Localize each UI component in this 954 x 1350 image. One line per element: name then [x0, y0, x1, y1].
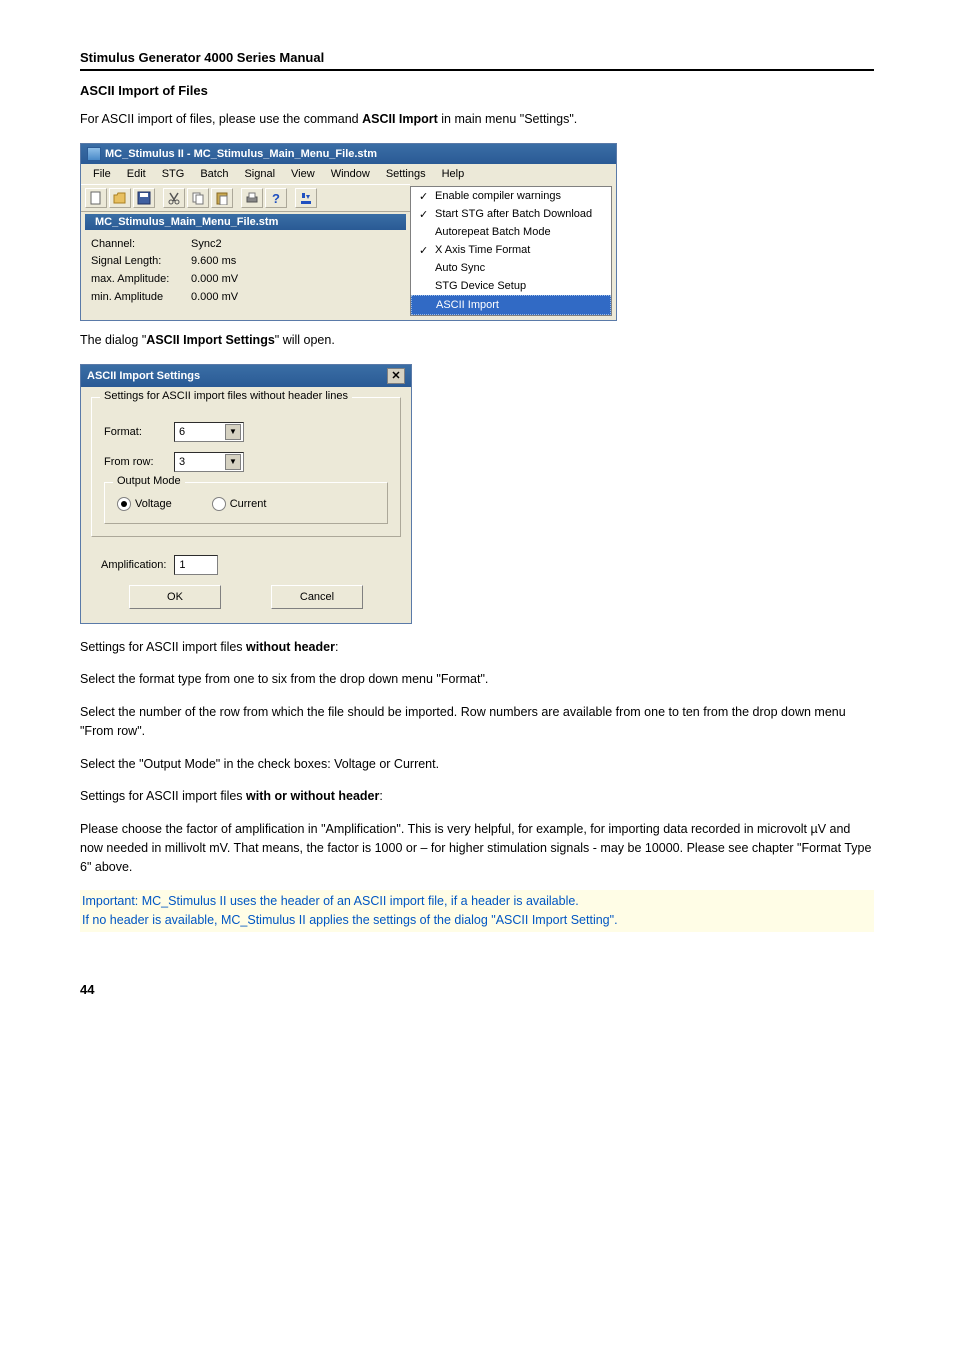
page-number: 44 — [80, 982, 874, 997]
swo-pre: Settings for ASCII import files — [80, 640, 246, 654]
child-window-titlebar: MC_Stimulus_Main_Menu_File.stm — [85, 214, 406, 230]
format-select[interactable]: 6 ▼ — [174, 422, 244, 442]
main-window: MC_Stimulus II - MC_Stimulus_Main_Menu_F… — [80, 143, 617, 321]
menuitem-autorepeat-batch[interactable]: Autorepeat Batch Mode — [411, 223, 611, 241]
para-row: Select the number of the row from which … — [80, 703, 874, 741]
dialog-title: ASCII Import Settings — [87, 370, 200, 382]
manual-title: Stimulus Generator 4000 Series Manual — [80, 50, 874, 71]
download-button[interactable] — [295, 188, 317, 208]
help-button[interactable]: ? — [265, 188, 287, 208]
menu-help[interactable]: Help — [434, 166, 473, 182]
ok-button[interactable]: OK — [129, 585, 221, 609]
fromrow-value: 3 — [179, 456, 185, 468]
note-line1: Important: MC_Stimulus II uses the heade… — [82, 892, 872, 911]
para-format: Select the format type from one to six f… — [80, 670, 874, 689]
ascii-import-dialog: ASCII Import Settings ✕ Format: 6 ▼ From… — [80, 364, 412, 624]
new-button[interactable] — [85, 188, 107, 208]
menuitem-start-stg-after-batch[interactable]: Start STG after Batch Download — [411, 205, 611, 223]
voltage-text: Voltage — [135, 497, 172, 509]
svg-text:?: ? — [272, 191, 280, 205]
swh-bold: with or without header — [246, 789, 379, 803]
settings-without-header-line: Settings for ASCII import files without … — [80, 638, 874, 657]
swo-bold: without header — [246, 640, 335, 654]
main-window-title: MC_Stimulus II - MC_Stimulus_Main_Menu_F… — [105, 148, 377, 160]
menu-view[interactable]: View — [283, 166, 323, 182]
intro-text-pre: For ASCII import of files, please use th… — [80, 112, 362, 126]
settings-with-header-line: Settings for ASCII import files with or … — [80, 787, 874, 806]
output-mode-groupbox: Voltage Current — [104, 482, 388, 524]
close-button[interactable]: ✕ — [387, 368, 405, 384]
fromrow-select[interactable]: 3 ▼ — [174, 452, 244, 472]
max-amplitude-label: max. Amplitude: — [91, 271, 191, 289]
intro-text-bold: ASCII Import — [362, 112, 438, 126]
voltage-radio-label[interactable]: Voltage — [117, 497, 172, 511]
info-panel: Channel:Sync2 Signal Length:9.600 ms max… — [81, 230, 410, 312]
dialog-open-bold: ASCII Import Settings — [146, 333, 274, 347]
amplification-input[interactable]: 1 — [174, 555, 218, 575]
chevron-down-icon: ▼ — [225, 454, 241, 470]
signal-length-value: 9.600 ms — [191, 253, 236, 271]
dialog-open-paragraph: The dialog "ASCII Import Settings" will … — [80, 331, 874, 350]
menu-window[interactable]: Window — [323, 166, 378, 182]
intro-paragraph: For ASCII import of files, please use th… — [80, 110, 874, 129]
menu-stg[interactable]: STG — [154, 166, 193, 182]
dialog-open-post: " will open. — [275, 333, 335, 347]
section-title: ASCII Import of Files — [80, 83, 874, 98]
cut-button[interactable] — [163, 188, 185, 208]
current-radio-label[interactable]: Current — [212, 497, 267, 511]
fromrow-label: From row: — [104, 456, 164, 468]
settings-dropdown: Enable compiler warnings Start STG after… — [410, 186, 612, 316]
dialog-open-pre: The dialog " — [80, 333, 146, 347]
menuitem-stg-device-setup[interactable]: STG Device Setup — [411, 277, 611, 295]
menu-settings[interactable]: Settings — [378, 166, 434, 182]
min-amplitude-label: min. Amplitude — [91, 289, 191, 307]
paste-button[interactable] — [211, 188, 233, 208]
current-text: Current — [230, 497, 267, 509]
format-label: Format: — [104, 426, 164, 438]
save-button[interactable] — [133, 188, 155, 208]
print-button[interactable] — [241, 188, 263, 208]
swh-pre: Settings for ASCII import files — [80, 789, 246, 803]
main-window-titlebar: MC_Stimulus II - MC_Stimulus_Main_Menu_F… — [81, 144, 616, 164]
menu-edit[interactable]: Edit — [119, 166, 154, 182]
channel-label: Channel: — [91, 236, 191, 254]
amplification-value: 1 — [179, 559, 185, 571]
para-output: Select the "Output Mode" in the check bo… — [80, 755, 874, 774]
voltage-radio[interactable] — [117, 497, 131, 511]
intro-text-post: in main menu "Settings". — [438, 112, 578, 126]
max-amplitude-value: 0.000 mV — [191, 271, 238, 289]
chevron-down-icon: ▼ — [225, 424, 241, 440]
settings-groupbox: Format: 6 ▼ From row: 3 ▼ Voltage Curren… — [91, 397, 401, 537]
menuitem-enable-compiler-warnings[interactable]: Enable compiler warnings — [411, 187, 611, 205]
menubar: File Edit STG Batch Signal View Window S… — [81, 164, 616, 184]
menuitem-auto-sync[interactable]: Auto Sync — [411, 259, 611, 277]
important-note: Important: MC_Stimulus II uses the heade… — [80, 890, 874, 932]
menu-signal[interactable]: Signal — [236, 166, 283, 182]
amplification-label: Amplification: — [101, 559, 166, 571]
cancel-button[interactable]: Cancel — [271, 585, 363, 609]
swh-post: : — [379, 789, 382, 803]
menu-batch[interactable]: Batch — [192, 166, 236, 182]
min-amplitude-value: 0.000 mV — [191, 289, 238, 307]
menuitem-ascii-import[interactable]: ASCII Import — [411, 295, 611, 315]
swo-post: : — [335, 640, 338, 654]
channel-value: Sync2 — [191, 236, 222, 254]
dialog-titlebar: ASCII Import Settings ✕ — [81, 365, 411, 387]
para-amplification: Please choose the factor of amplificatio… — [80, 820, 874, 876]
menuitem-x-axis-time-format[interactable]: X Axis Time Format — [411, 241, 611, 259]
copy-button[interactable] — [187, 188, 209, 208]
current-radio[interactable] — [212, 497, 226, 511]
menu-file[interactable]: File — [85, 166, 119, 182]
open-button[interactable] — [109, 188, 131, 208]
note-line2: If no header is available, MC_Stimulus I… — [82, 911, 872, 930]
toolbar: ? — [81, 184, 410, 212]
child-window-title: MC_Stimulus_Main_Menu_File.stm — [95, 216, 278, 228]
app-icon — [87, 147, 101, 161]
format-value: 6 — [179, 426, 185, 438]
signal-length-label: Signal Length: — [91, 253, 191, 271]
